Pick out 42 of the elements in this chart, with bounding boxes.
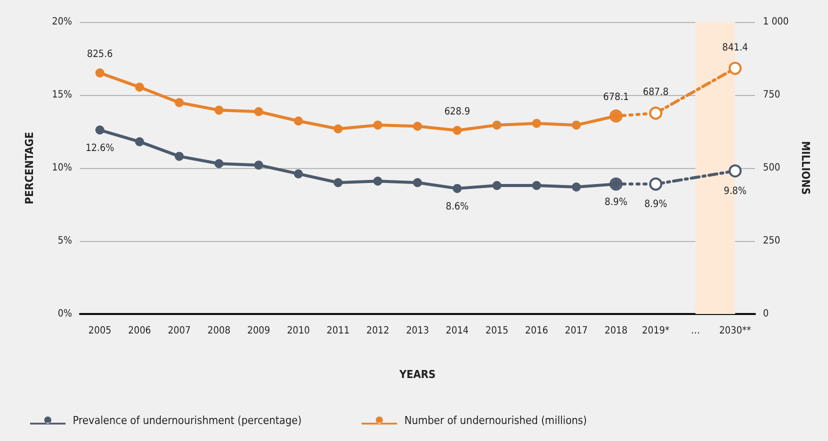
x-tick-label: 2019* [642, 326, 670, 336]
x-tick-label: 2012 [366, 326, 390, 336]
x-tick-label: 2014 [446, 326, 469, 336]
y-tick-label: 20% [52, 16, 72, 28]
x-axis-title: YEARS [398, 368, 436, 381]
y2-tick-label: 1 000 [763, 16, 790, 28]
x-tick-label: 2005 [88, 326, 112, 336]
x-tick-label: 2007 [168, 326, 191, 336]
x-tick-label: … [690, 326, 700, 336]
data-label: 687.8 [642, 87, 669, 98]
data-label: 8.9% [644, 199, 668, 210]
y-tick-label: 5% [58, 236, 72, 246]
y-tick-label: 0% [58, 308, 72, 320]
data-label: 9.8% [724, 186, 748, 197]
x-tick-label: 2008 [208, 326, 231, 336]
y2-tick-label: 750 [763, 90, 780, 100]
y-axis-title: PERCENTAGE [23, 132, 36, 204]
data-label: 678.1 [603, 92, 629, 103]
x-tick-label: 2010 [286, 326, 310, 336]
y2-tick-label: 500 [763, 162, 780, 174]
x-tick-label: 2016 [525, 326, 548, 336]
x-tick-label: 2015 [485, 326, 508, 336]
x-tick-label: 2017 [564, 326, 588, 336]
legend-label: Prevalence of undernourishment (percentage) [72, 414, 302, 427]
data-label: 8.9% [604, 197, 628, 208]
x-tick-label: 2009 [247, 326, 270, 336]
x-tick-label: 2011 [326, 326, 350, 336]
y-tick-label: 15% [52, 90, 72, 100]
y2-tick-label: 250 [763, 236, 780, 246]
x-tick-label: 2018 [604, 326, 628, 336]
data-label: 825.6 [86, 48, 113, 60]
data-label: 8.6% [446, 201, 470, 212]
y2-axis-title: MILLIONS [799, 141, 812, 195]
x-tick-label: 2013 [406, 326, 429, 336]
legend-label: Number of undernourished (millions) [404, 414, 588, 427]
data-label: 12.6% [86, 143, 115, 154]
x-tick-label: 2030** [719, 326, 752, 336]
y-tick-label: 10% [52, 162, 72, 174]
x-tick-label: 2006 [128, 326, 152, 336]
data-label: 841.4 [722, 42, 748, 54]
data-label: 628.9 [444, 106, 470, 118]
y2-tick-label: 0 [763, 308, 769, 320]
